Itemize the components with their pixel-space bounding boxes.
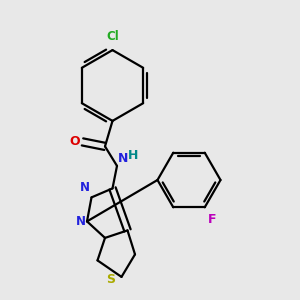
Text: S: S	[106, 273, 116, 286]
Text: N: N	[118, 152, 128, 165]
Text: N: N	[76, 215, 85, 228]
Text: N: N	[80, 182, 90, 194]
Text: Cl: Cl	[106, 31, 119, 44]
Text: H: H	[128, 149, 138, 162]
Text: F: F	[208, 213, 216, 226]
Text: O: O	[70, 135, 80, 148]
